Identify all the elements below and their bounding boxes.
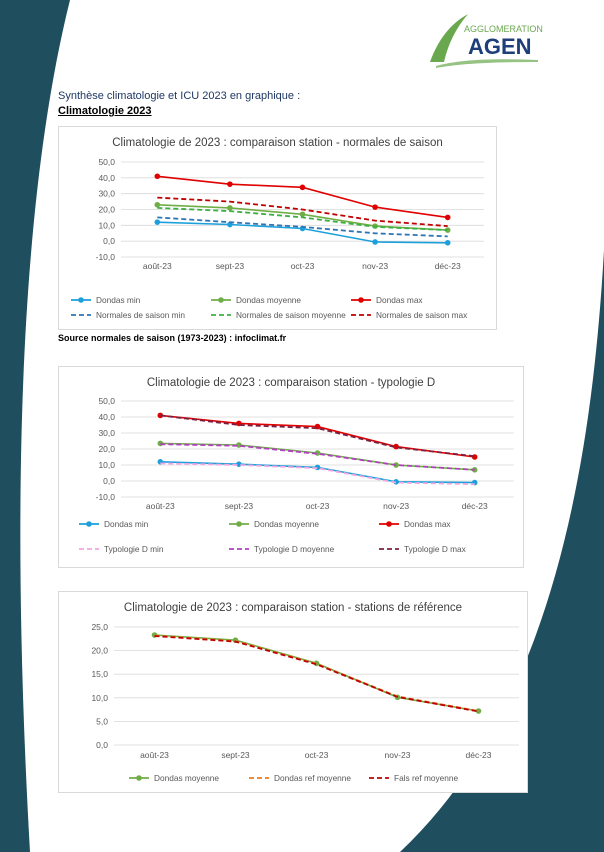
x-tick-label: août-23	[140, 750, 169, 760]
chart-canvas: 50,0 40,0 30,0 20,0 10,0 0,0 -10,0 août-23 sept-…	[71, 157, 484, 320]
chart-typologie-d: Climatologie de 2023 : comparaison stati…	[58, 366, 524, 568]
y-tick-label: 0,0	[103, 236, 115, 246]
y-tick-label: 0,0	[103, 476, 115, 486]
data-point-dondas-max	[372, 204, 378, 210]
data-point-dondas-max	[444, 214, 451, 221]
data-point-dondas-max	[299, 184, 306, 191]
series-line-typologie-d-max	[160, 414, 475, 458]
y-tick-label: 20,0	[98, 444, 115, 454]
legend-label: Dondas min	[104, 519, 149, 529]
chart-canvas: 50,0 40,0 30,0 20,0 10,0 0,0 -10,0 août-23 sept-…	[79, 396, 514, 554]
y-tick-label: 30,0	[98, 428, 115, 438]
series-line-dondas-ref-moyenne	[154, 634, 479, 712]
y-tick-label: 40,0	[98, 173, 115, 183]
legend-label: Fals ref moyenne	[394, 773, 458, 783]
data-point-dondas-max	[154, 173, 161, 180]
chart-normales-de-saison: Climatologie de 2023 : comparaison stati…	[58, 126, 497, 330]
legend-marker	[136, 775, 142, 781]
x-tick-label: déc-23	[435, 261, 461, 271]
data-point-dondas-max	[227, 181, 233, 187]
x-tick-label: sept-23	[216, 261, 245, 271]
legend-marker	[386, 521, 392, 527]
series-line-typologie-d-min	[160, 462, 475, 486]
data-point-dondas-min	[372, 239, 378, 245]
x-tick-label: oct-23	[291, 261, 315, 271]
y-tick-label: 5,0	[96, 716, 108, 726]
legend-label: Dondas max	[376, 295, 423, 305]
legend-marker	[358, 297, 364, 303]
x-tick-label: sept-23	[221, 750, 250, 760]
series-line-typologie-d-moyenne	[160, 443, 475, 471]
legend-label: Dondas max	[404, 519, 451, 529]
source-note: Source normales de saison (1973-2023) : …	[58, 333, 287, 343]
series-line-dondas-moyenne	[154, 634, 479, 712]
chart-stations-de-reference: Climatologie de 2023 : comparaison stati…	[58, 591, 528, 793]
series-line-normales-de-saison-max	[157, 196, 448, 227]
y-tick-label: 25,0	[91, 622, 108, 632]
legend-marker	[78, 297, 84, 303]
y-tick-label: 50,0	[98, 157, 115, 167]
legend-label: Dondas moyenne	[254, 519, 319, 529]
legend-label: Normales de saison min	[96, 310, 185, 320]
y-tick-label: 20,0	[91, 646, 108, 656]
x-tick-label: août-23	[146, 501, 175, 511]
data-point-dondas-moyenne	[393, 462, 399, 468]
legend-label: Dondas min	[96, 295, 141, 305]
legend-label: Normales de saison moyenne	[236, 310, 346, 320]
y-tick-label: 40,0	[98, 412, 115, 422]
data-point-dondas-max	[471, 454, 478, 460]
data-point-dondas-moyenne	[299, 211, 306, 218]
legend-marker	[86, 521, 92, 527]
logo-line2: AGEN	[468, 34, 532, 59]
data-point-dondas-min	[154, 219, 161, 225]
legend-label: Normales de saison max	[376, 310, 468, 320]
y-tick-label: 0,0	[96, 740, 108, 750]
x-tick-label: déc-23	[462, 501, 488, 511]
y-tick-label: -10,0	[96, 252, 116, 262]
x-tick-label: nov-23	[362, 261, 388, 271]
y-tick-label: 20,0	[98, 205, 115, 215]
data-point-dondas-moyenne	[227, 205, 233, 211]
y-tick-label: -10,0	[96, 492, 116, 502]
x-tick-label: déc-23	[466, 750, 492, 760]
legend-label: Dondas moyenne	[236, 295, 301, 305]
x-tick-label: nov-23	[383, 501, 409, 511]
x-tick-label: nov-23	[385, 750, 411, 760]
legend-marker	[218, 297, 224, 303]
data-point-dondas-min	[444, 239, 451, 246]
y-tick-label: 10,0	[98, 460, 115, 470]
chart-title: Climatologie de 2023 : comparaison stati…	[112, 137, 443, 149]
series-line-normales-de-saison-min	[157, 216, 448, 238]
y-tick-label: 30,0	[98, 189, 115, 199]
chart-title: Climatologie de 2023 : comparaison stati…	[146, 377, 436, 389]
series-line-normales-de-saison-moyenne	[157, 207, 448, 231]
legend-label: Typologie D max	[404, 544, 467, 554]
y-tick-label: 50,0	[98, 396, 115, 406]
data-point-dondas-moyenne	[154, 201, 161, 208]
x-tick-label: août-23	[143, 261, 172, 271]
agglomeration-agen-logo: AGGLOMERATION AGEN	[428, 10, 548, 68]
series-line-fals-ref-moyenne	[154, 635, 479, 713]
x-tick-label: oct-23	[305, 750, 329, 760]
x-tick-label: oct-23	[306, 501, 330, 511]
legend-marker	[236, 521, 242, 527]
legend-label: Typologie D moyenne	[254, 544, 335, 554]
legend-label: Typologie D min	[104, 544, 164, 554]
chart-title: Climatologie de 2023 : comparaison stati…	[123, 602, 463, 614]
y-tick-label: 10,0	[98, 220, 115, 230]
data-point-dondas-moyenne	[475, 708, 482, 714]
legend-label: Dondas moyenne	[154, 773, 219, 783]
y-tick-label: 15,0	[91, 669, 108, 679]
y-tick-label: 10,0	[91, 693, 108, 703]
logo-line1: AGGLOMERATION	[464, 24, 543, 34]
x-tick-label: sept-23	[225, 501, 254, 511]
page-heading: Synthèse climatologie et ICU 2023 en gra…	[58, 90, 301, 102]
series-line-dondas-max	[157, 175, 448, 219]
section-title: Climatologie 2023	[58, 105, 152, 117]
chart-canvas: 25,0 20,0 15,0 10,0 5,0 0,0 août-23 sept-23 oct-…	[91, 622, 519, 783]
legend-label: Dondas ref moyenne	[274, 773, 351, 783]
